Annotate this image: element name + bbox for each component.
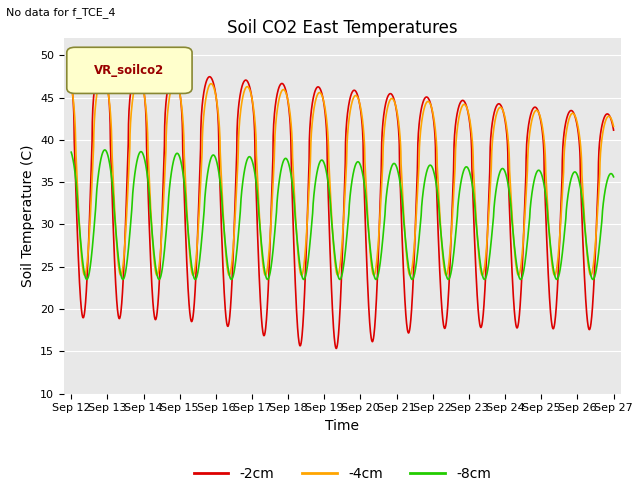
Legend: -2cm, -4cm, -8cm: -2cm, -4cm, -8cm (188, 461, 497, 480)
Y-axis label: Soil Temperature (C): Soil Temperature (C) (20, 145, 35, 287)
Text: No data for f_TCE_4: No data for f_TCE_4 (6, 7, 116, 18)
Title: Soil CO2 East Temperatures: Soil CO2 East Temperatures (227, 19, 458, 37)
Text: VR_soilco2: VR_soilco2 (94, 64, 164, 77)
X-axis label: Time: Time (325, 419, 360, 433)
FancyBboxPatch shape (67, 47, 192, 94)
